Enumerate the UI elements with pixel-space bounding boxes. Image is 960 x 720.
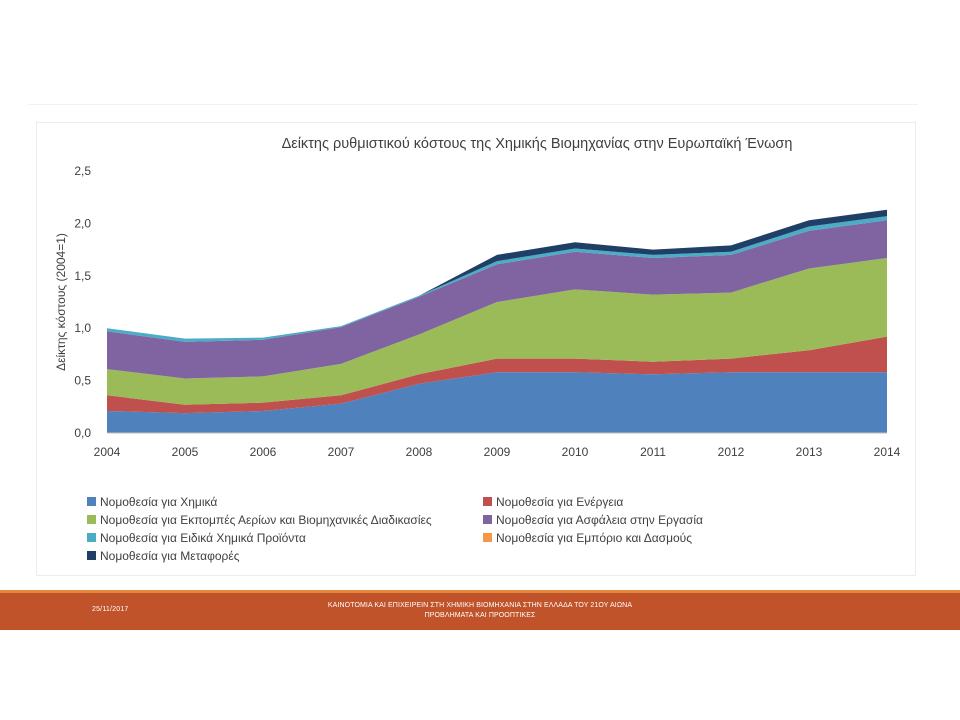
area-series-2: [107, 336, 887, 414]
y-tick-label: 1,5: [74, 269, 91, 283]
legend-swatch: [87, 497, 96, 506]
stacked-area-chart: Δείκτης ρυθμιστικού κόστους της Χημικής …: [54, 136, 901, 563]
x-tick-label: 2010: [562, 445, 589, 459]
x-tick-label: 2004: [94, 445, 121, 459]
top-divider: [28, 104, 918, 105]
area-series-7: [107, 209, 887, 339]
x-tick-label: 2012: [718, 445, 745, 459]
y-tick-label: 0,5: [74, 374, 91, 388]
x-tick-label: 2005: [172, 445, 199, 459]
area-series-1: [107, 372, 887, 433]
x-tick-label: 2009: [484, 445, 511, 459]
legend-label: Νομοθεσία για Ασφάλεια στην Εργασία: [496, 513, 703, 527]
legend-swatch: [87, 515, 96, 524]
y-tick-label: 2,5: [74, 164, 91, 178]
legend-label: Νομοθεσία για Ειδικά Χημικά Προϊόντα: [100, 531, 306, 545]
legend-label: Νομοθεσία για Εκπομπές Αερίων και Βιομηχ…: [100, 513, 432, 527]
legend-label: Νομοθεσία για Μεταφορές: [100, 549, 240, 563]
area-series-5: [107, 216, 887, 342]
footer-date: 25/11/2017: [92, 606, 129, 613]
x-tick-label: 2006: [250, 445, 277, 459]
footer-band: 25/11/2017 ΚΑΙΝΟΤΟΜΙΑ ΚΑΙ ΕΠΙΧΕΙΡΕΙΝ ΣΤΗ…: [0, 590, 960, 630]
y-tick-label: 0,0: [74, 426, 91, 440]
x-tick-label: 2008: [406, 445, 433, 459]
footer-title-line1: ΚΑΙΝΟΤΟΜΙΑ ΚΑΙ ΕΠΙΧΕΙΡΕΙΝ ΣΤΗ ΧΗΜΙΚΗ ΒΙΟ…: [327, 602, 633, 609]
x-tick-label: 2014: [874, 445, 901, 459]
legend-label: Νομοθεσία για Χημικά: [100, 495, 217, 509]
legend-swatch: [483, 497, 492, 506]
chart-title: Δείκτης ρυθμιστικού κόστους της Χημικής …: [282, 136, 793, 152]
y-tick-label: 2,0: [74, 216, 91, 230]
y-axis-label: Δείκτης κόστους (2004=1): [54, 233, 68, 371]
legend-label: Νομοθεσία για Εμπόριο και Δασμούς: [496, 531, 692, 545]
footer-title: ΚΑΙΝΟΤΟΜΙΑ ΚΑΙ ΕΠΙΧΕΙΡΕΙΝ ΣΤΗ ΧΗΜΙΚΗ ΒΙΟ…: [250, 601, 710, 621]
area-series-4: [107, 220, 887, 379]
chart-frame: Δείκτης ρυθμιστικού κόστους της Χημικής …: [36, 122, 916, 576]
legend-swatch: [87, 533, 96, 542]
y-tick-label: 1,0: [74, 321, 91, 335]
x-tick-label: 2007: [328, 445, 355, 459]
legend-swatch: [483, 533, 492, 542]
footer-accent-line: [0, 590, 960, 593]
legend-swatch: [483, 515, 492, 524]
x-tick-label: 2011: [640, 445, 666, 459]
legend-label: Νομοθεσία για Ενέργεια: [496, 495, 623, 509]
legend-swatch: [87, 551, 96, 560]
area-series-3: [107, 257, 887, 405]
x-tick-label: 2013: [796, 445, 823, 459]
footer-title-line2: ΠΡΟΒΛΗΜΑΤΑ ΚΑΙ ΠΡΟΟΠΤΙΚΕΣ: [424, 612, 536, 619]
